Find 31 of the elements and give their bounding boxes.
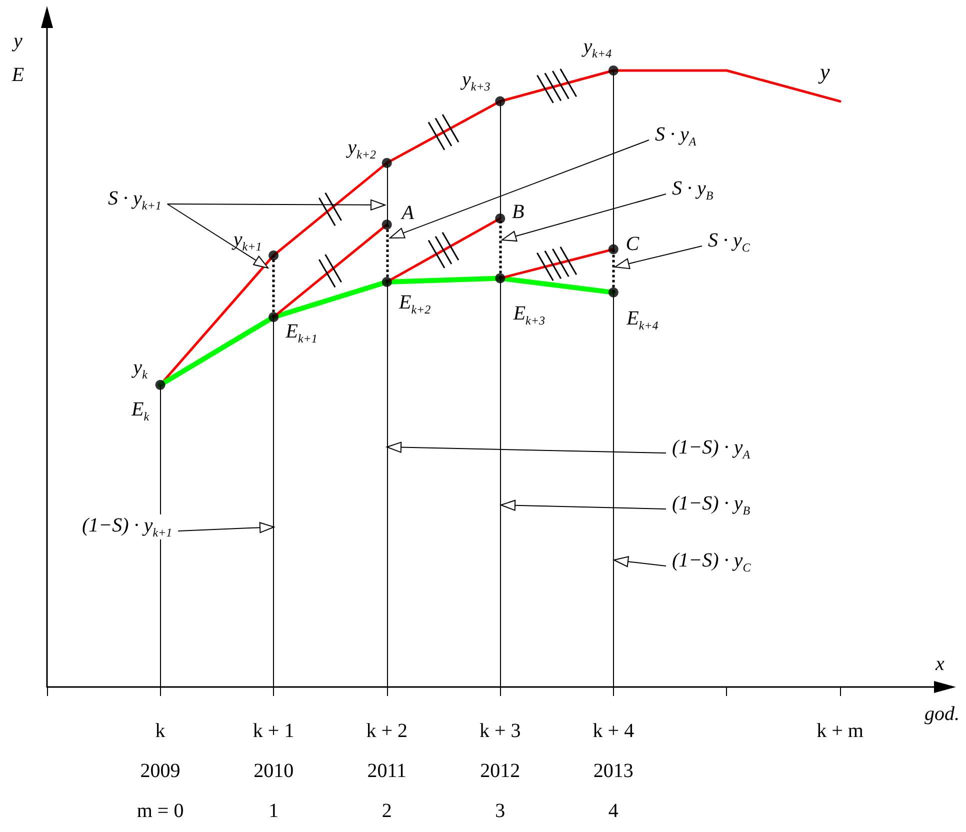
- text: god.: [924, 703, 960, 725]
- annotation: S · y$_{A}$: [655, 123, 696, 149]
- annotation: y$_{k+2}$: [348, 136, 376, 162]
- x-tick-label: k + m: [816, 720, 864, 742]
- x-axis-title: x: [936, 653, 944, 675]
- annotation: (1−S) · y$_{A}$: [672, 436, 750, 462]
- y-axis-title: y E: [12, 29, 24, 88]
- x-tick-label: k + 4 2013 4: [592, 720, 634, 822]
- x-tick-label: k 2009 m = 0: [136, 720, 184, 822]
- annotation: S · y$_{B}$: [672, 177, 714, 203]
- annotation: A: [402, 202, 414, 224]
- annotation: S · y$_{C}$: [708, 229, 750, 255]
- annotation: E$_{k+4}$: [626, 308, 658, 334]
- x-tick-label: k + 2 2011 2: [366, 720, 408, 822]
- annotation: (1−S) · y$_{k+1}$: [82, 514, 172, 540]
- annotation: E$_{k+1}$: [286, 320, 318, 346]
- series-label: y: [818, 58, 830, 84]
- annotation: E$_{k+3}$: [513, 302, 545, 328]
- x-tick-label: k + 1 2010 1: [252, 720, 294, 822]
- annotation: S · y$_{k+1}$: [108, 187, 162, 213]
- annotation: y$_{k+3}$: [462, 68, 490, 94]
- annotation: (1−S) · y$_{B}$: [672, 492, 750, 518]
- annotation: y$_{k}$: [133, 356, 148, 382]
- annotation: E$_{k+2}$: [399, 291, 431, 317]
- annotation: B: [512, 201, 524, 224]
- annotation: y$_{k+1}$: [233, 228, 262, 254]
- x-tick-label: k + 3 2012 3: [480, 720, 521, 822]
- annotation: y$_{k+4}$: [583, 36, 612, 62]
- annotation: E$_{k}$: [132, 398, 150, 424]
- annotation: C: [626, 233, 640, 256]
- annotation: (1−S) · y$_{C}$: [672, 549, 751, 575]
